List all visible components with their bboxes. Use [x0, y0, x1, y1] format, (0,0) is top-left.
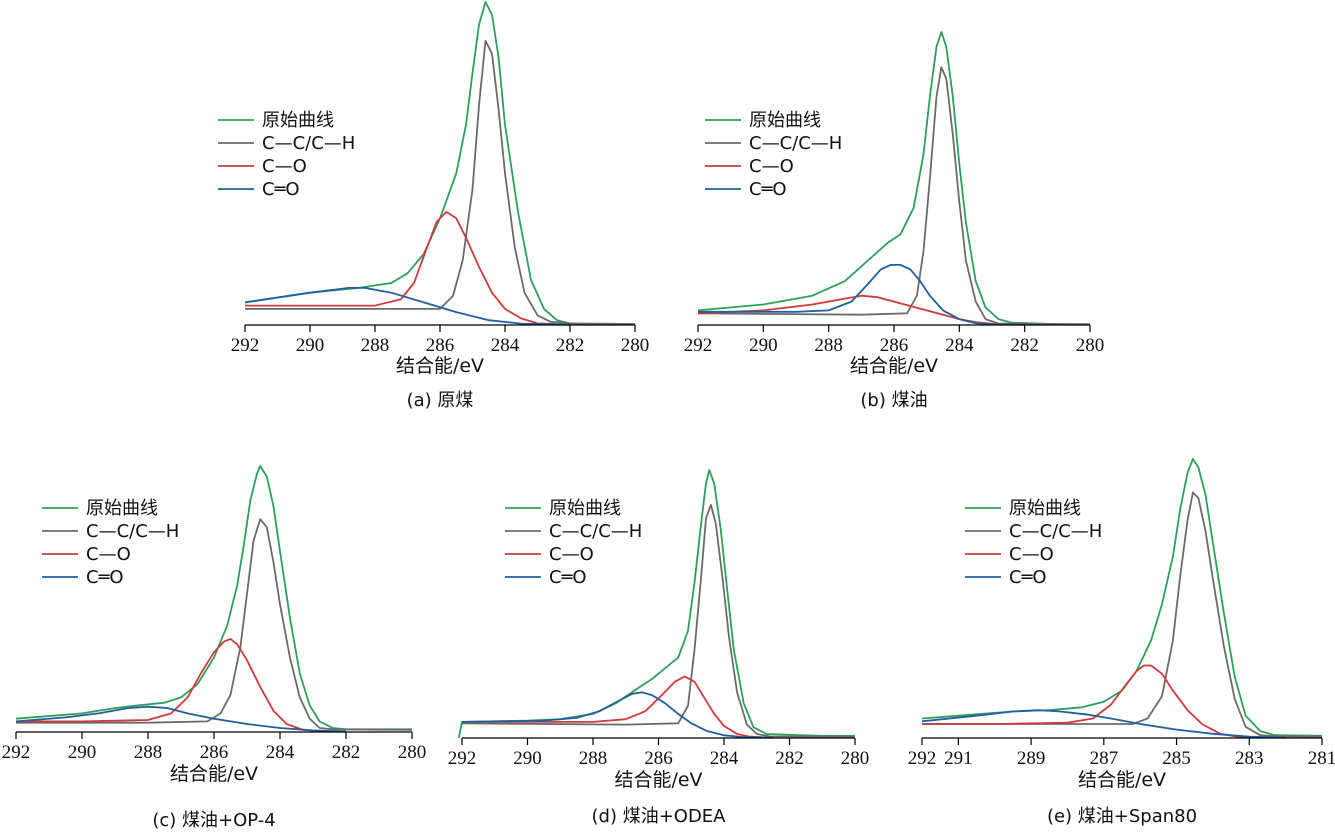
- x-tick-label: 292: [448, 748, 477, 769]
- series-line-2: [697, 66, 1091, 326]
- series-line-4: [698, 264, 1025, 326]
- panel-caption: (c) 煤油+OP-4: [152, 810, 275, 831]
- x-tick-label: 286: [426, 335, 455, 356]
- legend-label: C—O: [262, 156, 307, 177]
- x-tick-label: 290: [749, 335, 778, 356]
- x-tick-label: 282: [332, 742, 361, 763]
- x-tick-label: 287: [1090, 748, 1119, 769]
- legend-label: 原始曲线: [1009, 498, 1081, 519]
- legend-label: C═O: [262, 179, 300, 200]
- x-tick-label: 284: [945, 335, 974, 356]
- x-tick-label: 292: [2, 742, 31, 763]
- chart-panel-2: 292 290 288 286 284 282 280 结合能/eV (b) 煤油 原始曲线C—C…: [684, 31, 1105, 411]
- x-tick-label: 282: [1010, 335, 1039, 356]
- series-line-2: [461, 503, 856, 738]
- legend-label: 原始曲线: [86, 498, 158, 519]
- x-tick-label: 286: [644, 748, 673, 769]
- x-axis-title: 结合能/eV: [396, 355, 484, 377]
- series-line-1: [244, 1, 635, 326]
- x-tick-label: 292: [684, 335, 713, 356]
- series-line-3: [462, 675, 774, 739]
- x-tick-label: 282: [775, 748, 804, 769]
- series-line-4: [921, 709, 1286, 739]
- x-tick-label: 292: [908, 748, 937, 769]
- legend-label: C═O: [749, 179, 787, 200]
- x-tick-label: 288: [814, 335, 843, 356]
- x-axis-title: 结合能/eV: [850, 355, 938, 377]
- x-tick-label: 280: [841, 748, 870, 769]
- x-tick-label: 281: [1308, 748, 1335, 769]
- series-line-2: [922, 491, 1323, 738]
- series-line-4: [244, 287, 571, 326]
- x-tick-label: 288: [134, 742, 163, 763]
- series-line-3: [16, 638, 330, 733]
- series-line-2: [245, 39, 636, 325]
- legend-label: 原始曲线: [549, 498, 621, 519]
- x-tick-label: 288: [361, 335, 390, 356]
- legend-label: C—O: [1009, 544, 1054, 565]
- legend-label: C—C/C—H: [262, 133, 355, 154]
- legend-label: 原始曲线: [262, 110, 334, 131]
- x-axis-title: 结合能/eV: [614, 769, 702, 791]
- series-line-3: [922, 664, 1268, 739]
- x-tick-label: 284: [491, 335, 520, 356]
- series-line-2: [16, 518, 413, 731]
- legend-label: C—O: [86, 544, 131, 565]
- x-tick-label: 284: [710, 748, 739, 769]
- x-tick-label: 280: [621, 335, 650, 356]
- panel-caption: (e) 煤油+Span80: [1047, 806, 1197, 827]
- legend-label: C—C/C—H: [86, 521, 179, 542]
- series-line-1: [697, 31, 1090, 325]
- x-tick-label: 291: [944, 748, 973, 769]
- series-line-1: [15, 465, 412, 731]
- x-tick-label: 290: [296, 335, 325, 356]
- panel-caption: (a) 原煤: [407, 390, 474, 411]
- chart-panel-5: 292 291 289 287 285 283 281 结合能/eV (e) 煤油+Span80…: [908, 458, 1335, 827]
- x-tick-label: 283: [1235, 748, 1264, 769]
- x-tick-label: 284: [266, 742, 295, 763]
- x-tick-label: 285: [1162, 748, 1191, 769]
- legend-label: C═O: [549, 567, 587, 588]
- x-tick-label: 290: [68, 742, 97, 763]
- x-tick-label: 290: [513, 748, 542, 769]
- legend-label: C—O: [549, 544, 594, 565]
- series-line-3: [245, 211, 571, 326]
- chart-panel-4: 292 290 288 286 284 282 280 结合能/eV (d) 煤油+ODEA 原始…: [448, 469, 870, 827]
- x-axis-title: 结合能/eV: [1078, 769, 1166, 791]
- legend-label: C—C/C—H: [549, 521, 642, 542]
- series-line-1: [921, 458, 1323, 737]
- legend-label: C═O: [86, 567, 124, 588]
- x-tick-label: 289: [1017, 748, 1046, 769]
- x-tick-label: 288: [579, 748, 608, 769]
- x-tick-label: 286: [200, 742, 229, 763]
- x-tick-label: 280: [1076, 335, 1105, 356]
- x-tick-label: 280: [398, 742, 427, 763]
- x-axis-title: 结合能/eV: [170, 763, 258, 785]
- series-line-4: [461, 691, 774, 739]
- panel-caption: (b) 煤油: [860, 390, 927, 411]
- x-tick-label: 286: [880, 335, 909, 356]
- series-line-4: [15, 705, 347, 733]
- legend-label: C═O: [1009, 567, 1047, 588]
- x-tick-label: 282: [556, 335, 585, 356]
- legend-label: C—C/C—H: [749, 133, 842, 154]
- chart-panel-1: 292 290 288 286 284 282 280 结合能/eV (a) 原煤 原始曲线C—C…: [218, 1, 650, 411]
- x-tick-label: 292: [231, 335, 260, 356]
- legend-label: C—C/C—H: [1009, 521, 1102, 542]
- legend-label: 原始曲线: [749, 110, 821, 131]
- chart-panel-3: 292 290 288 286 284 282 280 结合能/eV (c) 煤油+OP-4 原始…: [2, 465, 427, 831]
- panel-caption: (d) 煤油+ODEA: [592, 806, 727, 827]
- legend-label: C—O: [749, 156, 794, 177]
